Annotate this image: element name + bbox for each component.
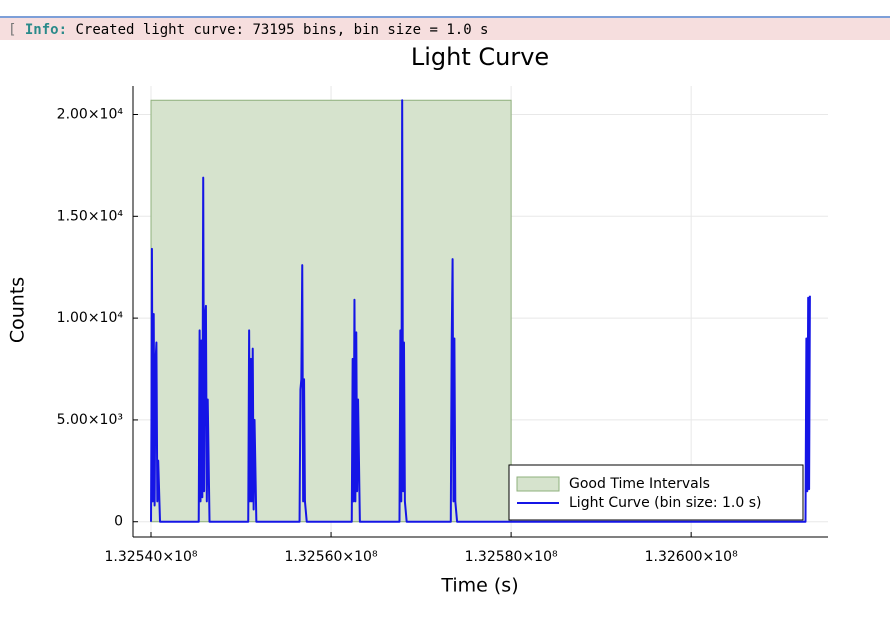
legend-label: Good Time Intervals — [569, 476, 710, 492]
chart-title: Light Curve — [411, 43, 549, 71]
legend-swatch — [516, 476, 560, 492]
info-bracket: [ — [8, 22, 17, 38]
y-tick-label: 5.00×10³ — [57, 412, 123, 428]
y-tick-label: 1.50×10⁴ — [57, 208, 124, 224]
legend-box — [508, 464, 804, 521]
y-tick-label: 1.00×10⁴ — [57, 310, 124, 326]
legend-label: Light Curve (bin size: 1.0 s) — [569, 495, 762, 511]
x-tick-label: 1.32600×10⁸ — [645, 549, 738, 565]
y-axis-label: Counts — [7, 277, 29, 343]
x-tick-label: 1.32560×10⁸ — [285, 549, 378, 565]
info-message: Created light curve: 73195 bins, bin siz… — [75, 22, 489, 38]
y-tick-label: 0 — [114, 514, 123, 530]
x-axis-label: Time (s) — [440, 575, 518, 597]
y-tick-label: 2.00×10⁴ — [57, 107, 124, 123]
light-curve — [150, 99, 811, 523]
x-tick-label: 1.32580×10⁸ — [465, 549, 558, 565]
x-tick-label: 1.32540×10⁸ — [104, 549, 197, 565]
info-bar: [ Info: Created light curve: 73195 bins,… — [0, 16, 890, 40]
info-label: Info: — [24, 22, 68, 38]
